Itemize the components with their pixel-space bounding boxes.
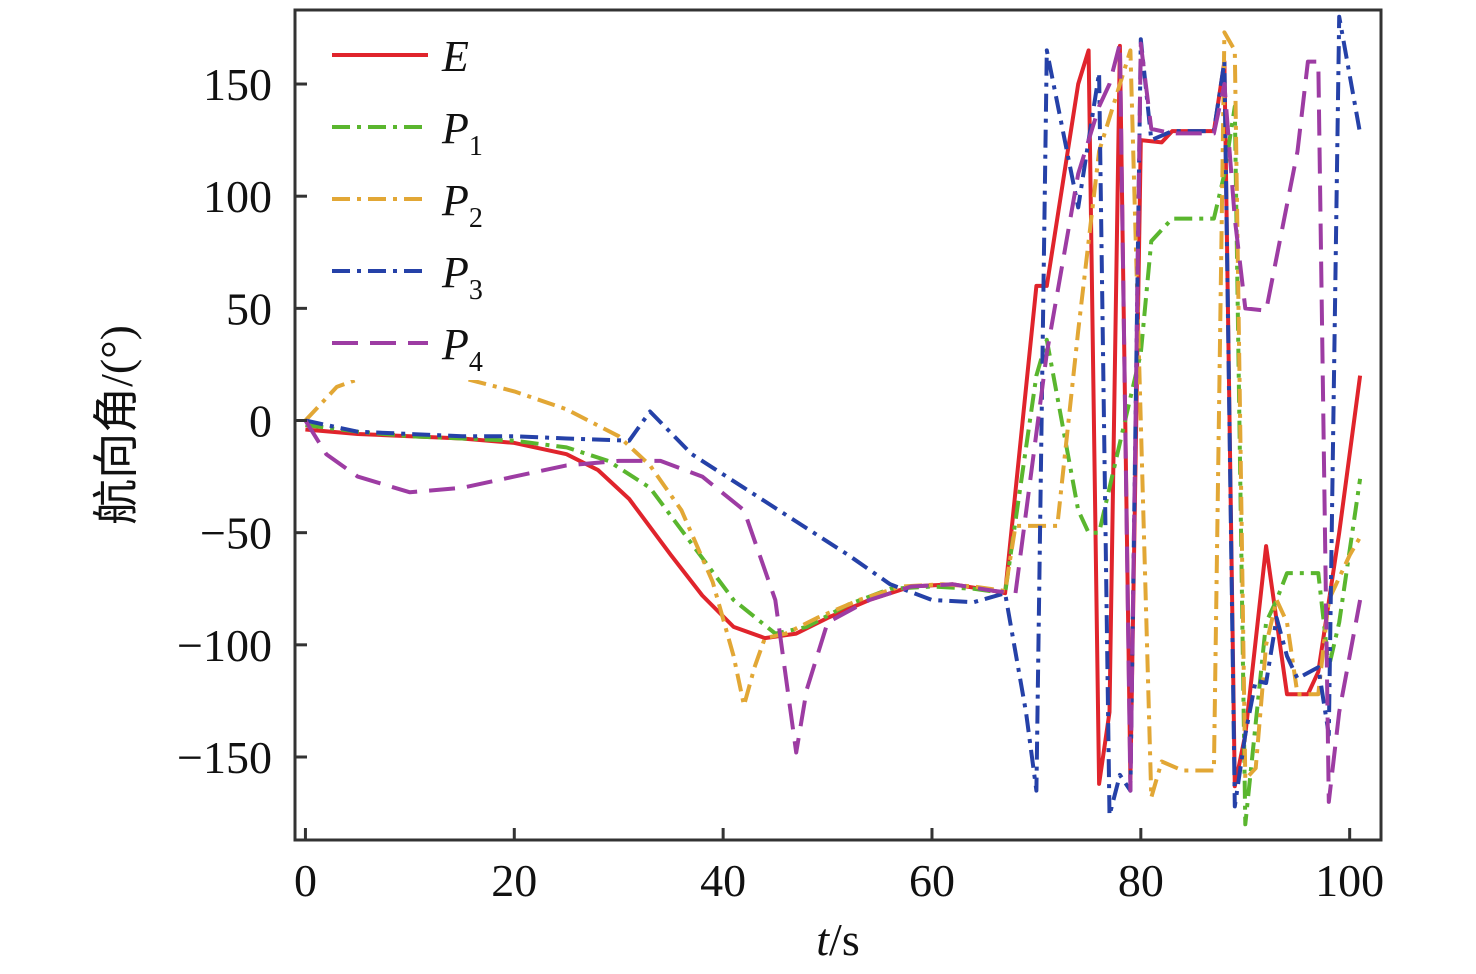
x-axis-title: t/s [816, 914, 859, 965]
y-tick-label: −150 [177, 732, 272, 783]
x-axis-title-unit: /s [829, 914, 860, 965]
legend-label-p4: P4 [441, 320, 483, 378]
y-axis-title: 航向角/(°) [91, 325, 142, 525]
legend-label-p1: P1 [441, 104, 483, 162]
x-tick-label: 20 [491, 855, 537, 906]
y-tick-label: 100 [203, 171, 272, 222]
legend-label-e: E [441, 32, 469, 81]
plot-frame [293, 8, 1383, 842]
legend-label-subscript: 4 [469, 347, 483, 378]
x-tick-label: 40 [700, 855, 746, 906]
x-axis-title-italic: t [816, 914, 830, 965]
x-tick-label: 80 [1118, 855, 1164, 906]
x-tick-label: 100 [1315, 855, 1384, 906]
x-tick-label: 0 [294, 855, 317, 906]
series-line-p4 [303, 41, 1363, 804]
y-tick-label: −50 [200, 508, 272, 559]
x-tick-label: 60 [909, 855, 955, 906]
axis-ticks: 0 20 40 60 80 100 −150 −100 −50 0 50 100 150 [177, 59, 1384, 906]
y-tick-label: 50 [226, 283, 272, 334]
y-tick-label: 150 [203, 59, 272, 110]
legend-label-p3: P3 [441, 248, 483, 306]
y-tick-label: 0 [249, 396, 272, 447]
series-layer [303, 14, 1363, 827]
legend-label-subscript: 1 [469, 131, 483, 162]
legend-label-subscript: 2 [469, 203, 483, 234]
y-tick-label: −100 [177, 620, 272, 671]
legend-label-subscript: 3 [469, 275, 483, 306]
series-line-p2 [303, 30, 1362, 800]
